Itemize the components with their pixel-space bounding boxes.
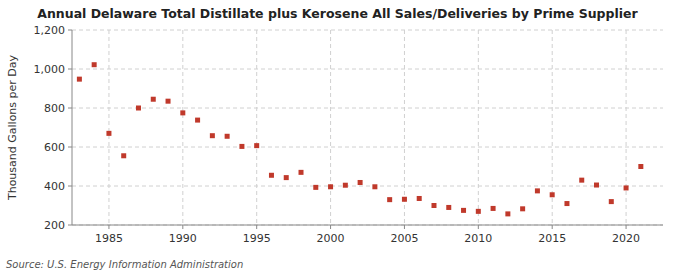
title: Annual Delaware Total Distillate plus Ke… [37,6,638,21]
x-tick [404,225,405,229]
y-tick-label: 1,200 [34,24,66,37]
y-tick [68,186,72,187]
point [328,184,333,189]
point [343,183,348,188]
point [461,208,466,213]
chart-container: Annual Delaware Total Distillate plus Ke… [0,0,675,275]
x-grid-line [108,30,109,225]
x-tick [552,225,553,229]
point [550,192,555,197]
x-grid-line [330,30,331,225]
point [638,164,643,169]
point [239,144,244,149]
point [269,173,274,178]
point [431,203,436,208]
y-grid-line [72,186,663,187]
x-tick-label: 1985 [95,232,123,245]
y-tick-label: 1,000 [34,63,66,76]
x-tick [108,225,109,229]
y-tick [68,108,72,109]
y-grid-line [72,147,663,148]
point [180,110,185,115]
point [387,197,392,202]
point [417,196,422,201]
y-tick [68,225,72,226]
y-tick [68,69,72,70]
point [372,184,377,189]
points [77,62,643,216]
point [284,175,289,180]
point [579,178,584,183]
y-grid-line [72,30,663,31]
y-axis-label: Thousand Gallons per Day [6,54,19,201]
y-tick [68,30,72,31]
point [446,205,451,210]
point [535,188,540,193]
x-tick-label: 2015 [538,232,566,245]
y-grid-line [72,225,663,226]
point [225,134,230,139]
x-tick [330,225,331,229]
source-note: Source: U.S. Energy Information Administ… [6,259,243,270]
point [151,97,156,102]
point [166,99,171,104]
x-tick-label: 1995 [243,232,271,245]
y-tick-label: 800 [44,102,65,115]
x-tick-label: 2010 [464,232,492,245]
point [254,143,259,148]
point [136,106,141,111]
x-tick [626,225,627,229]
y-grid-line [72,108,663,109]
y-grid-line [72,69,663,70]
axes: 200 400 600 800 1,000 1,200 1985 1990 1995 2000 20… [34,24,664,245]
point [624,185,629,190]
point [313,185,318,190]
point [476,209,481,214]
point [402,197,407,202]
point [491,206,496,211]
x-tick [182,225,183,229]
x-axis-line [72,225,663,226]
x-tick [478,225,479,229]
y-tick-label: 200 [44,219,65,232]
x-tick-label: 2005 [390,232,418,245]
y-tick [68,147,72,148]
y-axis-line [72,30,73,225]
x-grid-line [256,30,257,225]
point [92,62,97,67]
point [594,183,599,188]
y-tick-label: 600 [44,141,65,154]
point [520,206,525,211]
x-grid-line [478,30,479,225]
chart-svg: Annual Delaware Total Distillate plus Ke… [0,0,675,275]
x-tick-label: 2020 [612,232,640,245]
point [106,131,111,136]
point [609,199,614,204]
x-grid-line [404,30,405,225]
point [210,133,215,138]
point [121,153,126,158]
point [564,201,569,206]
x-tick-label: 1990 [169,232,197,245]
x-tick-label: 2000 [317,232,345,245]
grid [72,30,663,225]
x-grid-line [626,30,627,225]
y-tick-label: 400 [44,180,65,193]
point [358,180,363,185]
point [77,77,82,82]
point [505,211,510,216]
x-tick [256,225,257,229]
x-grid-line [182,30,183,225]
point [195,118,200,123]
point [299,170,304,175]
